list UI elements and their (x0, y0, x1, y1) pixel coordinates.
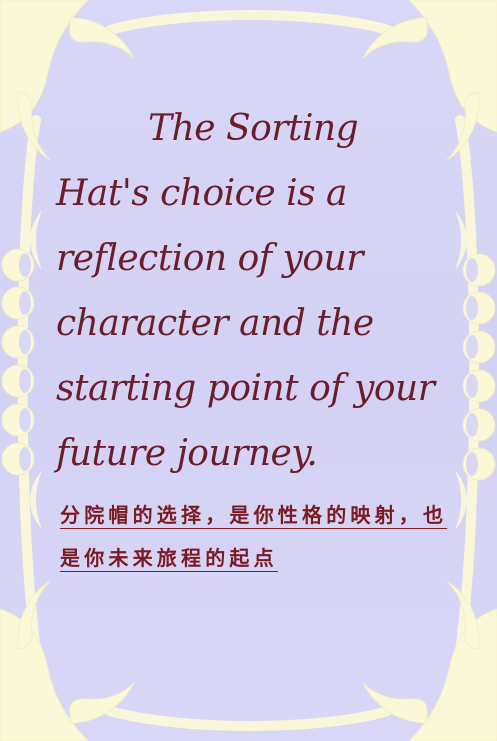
right-side-flourish (455, 210, 467, 270)
english-quote: The Sorting Hat's choice is a reflection… (56, 96, 436, 486)
chinese-quote: 分院帽的选择，是你性格的映射，也是你未来旅程的起点 (60, 494, 460, 580)
left-side-flourish (30, 210, 42, 270)
frame-bottom-curve (105, 706, 393, 731)
right-side-flourish-lower (455, 470, 467, 530)
corner-ornament-bottom-left (0, 580, 135, 741)
corner-ornament-bottom-right (362, 580, 497, 741)
frame-top-curve (105, 10, 393, 35)
left-side-flourish-lower (30, 470, 42, 530)
english-quote-text: The Sorting Hat's choice is a reflection… (56, 108, 435, 474)
corner-ornament-top-left (0, 0, 135, 161)
corner-ornament-top-right (362, 0, 497, 161)
chinese-quote-text: 分院帽的选择，是你性格的映射，也是你未来旅程的起点 (60, 503, 448, 570)
